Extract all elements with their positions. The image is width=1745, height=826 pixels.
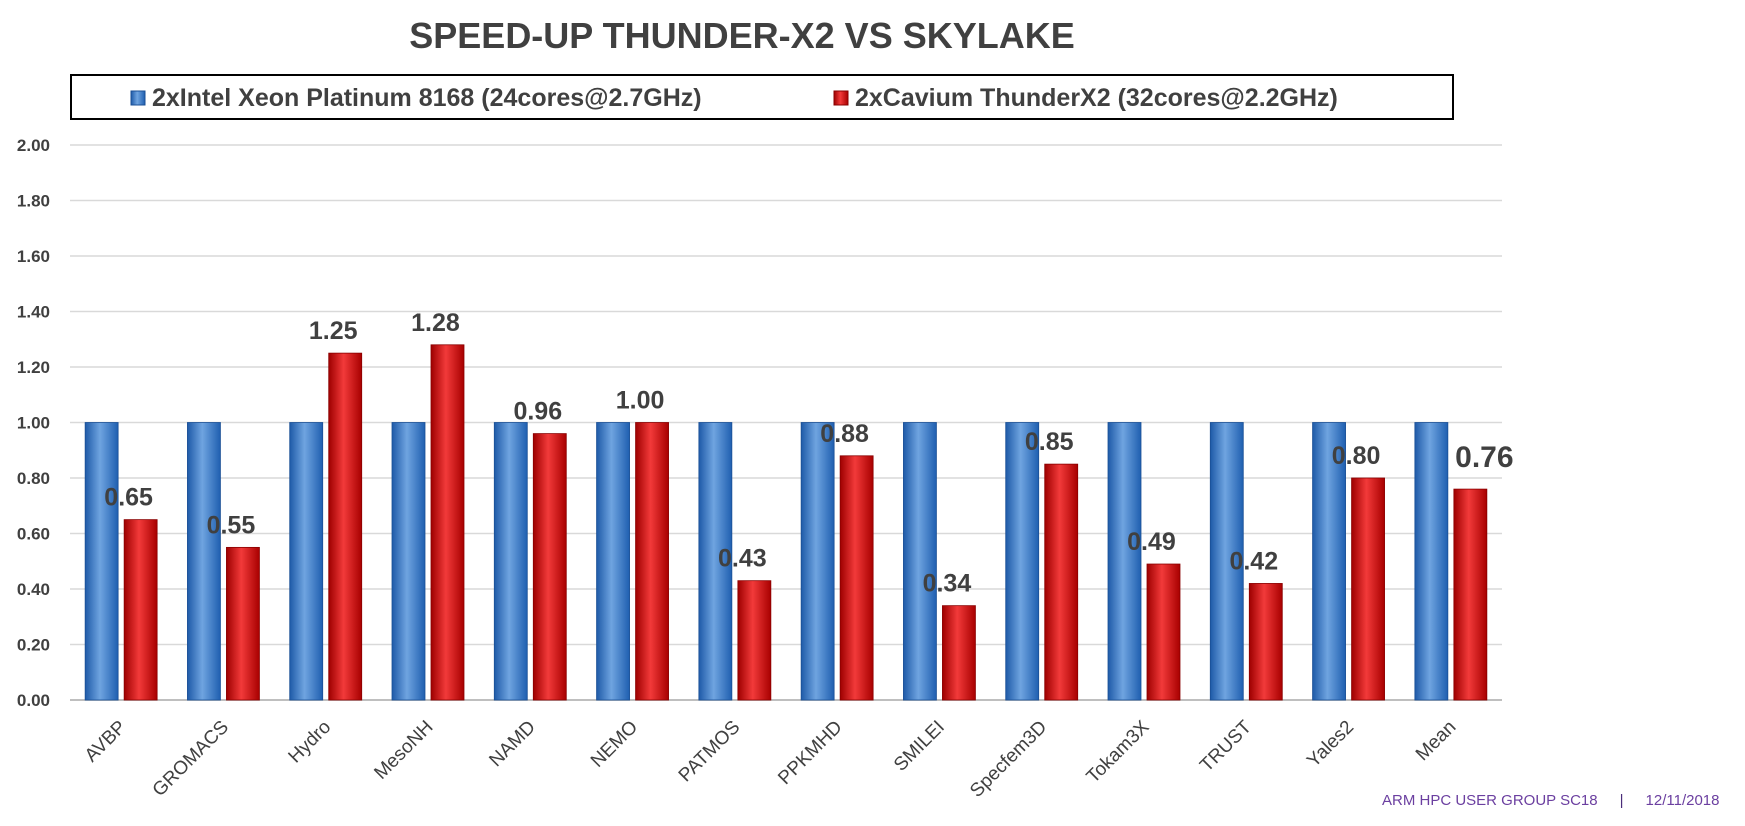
bar-cavium	[532, 433, 567, 701]
bar-cavium	[226, 546, 260, 701]
bar-cavium	[942, 605, 976, 701]
x-tick-label: Hydro	[285, 717, 336, 768]
x-tick-label: Yales2	[1303, 717, 1358, 772]
x-tick-label: PPKMHD	[774, 717, 846, 789]
bar-cavium	[1044, 463, 1079, 701]
footer-date: 12/11/2018	[1645, 792, 1720, 809]
bar-intel	[391, 422, 426, 701]
bar-cavium	[430, 344, 465, 701]
bar-cavium	[1351, 477, 1385, 701]
x-tick-label: AVBP	[81, 717, 131, 767]
bar-cavium	[328, 352, 363, 701]
data-label: 1.00	[616, 387, 665, 415]
data-label: 0.96	[513, 398, 562, 426]
bar-cavium	[123, 519, 158, 701]
data-label: 1.25	[309, 317, 358, 345]
data-label: 0.49	[1127, 528, 1176, 556]
x-tick-label: MesoNH	[370, 717, 437, 784]
bar-intel	[1005, 422, 1040, 701]
bar-intel	[1209, 422, 1244, 701]
x-tick-label: SMILEI	[890, 717, 949, 776]
bar-intel	[289, 422, 324, 701]
x-tick-label: TRUST	[1196, 716, 1256, 776]
bar-cavium	[1248, 583, 1283, 701]
x-tick-label: Specfem3D	[966, 717, 1051, 802]
bars	[84, 344, 1488, 701]
bar-intel	[800, 422, 835, 701]
footer-event: ARM HPC USER GROUP SC18	[1382, 792, 1598, 809]
bar-intel	[1107, 422, 1142, 701]
footer: ARM HPC USER GROUP SC18 | 12/11/2018	[1382, 792, 1719, 809]
bar-intel	[493, 422, 528, 701]
y-tick-label: 1.80	[17, 192, 50, 211]
bar-intel	[1414, 422, 1449, 701]
y-tick-label: 0.80	[17, 469, 50, 488]
data-label: 0.88	[820, 420, 869, 448]
legend-box	[70, 74, 1454, 120]
bar-cavium	[737, 580, 772, 701]
bar-cavium	[635, 422, 669, 701]
bar-intel	[84, 422, 119, 701]
legend-swatch-cavium	[833, 90, 849, 106]
data-label: 0.76	[1455, 441, 1513, 474]
y-tick-label: 0.20	[17, 636, 50, 655]
legend-label-intel: 2xIntel Xeon Platinum 8168 (24cores@2.7G…	[152, 84, 702, 112]
x-tick-label: Tokam3X	[1083, 716, 1154, 787]
y-tick-label: 2.00	[17, 136, 50, 155]
y-gridlines	[70, 144, 1502, 701]
y-tick-label: 1.40	[17, 303, 50, 322]
x-axis-ticks: AVBP GROMACS Hydro MesoNH NAMD NEMO PATMOS PPKM…	[81, 716, 1460, 801]
bar-intel	[596, 422, 630, 701]
x-tick-label: GROMACS	[149, 717, 233, 801]
y-tick-label: 0.60	[17, 525, 50, 544]
legend: 2xIntel Xeon Platinum 8168 (24cores@2.7G…	[70, 74, 1454, 120]
y-axis-ticks: 0.00 0.20 0.40 0.60 0.80 1.00 1.20 1.40 1.60 1.80…	[17, 136, 50, 710]
bar-cavium	[1146, 563, 1181, 701]
data-label: 0.42	[1229, 547, 1278, 575]
x-tick-label: NAMD	[485, 717, 539, 771]
data-label: 0.43	[718, 545, 767, 573]
chart-title: SPEED-UP THUNDER-X2 VS SKYLAKE	[409, 15, 1074, 56]
x-tick-label: Mean	[1412, 717, 1460, 765]
legend-label-cavium: 2xCavium ThunderX2 (32cores@2.2GHz)	[855, 84, 1338, 112]
y-tick-label: 0.40	[17, 580, 50, 599]
data-label: 0.85	[1025, 428, 1074, 456]
data-labels: 0.65 0.55 1.25 1.28 0.96 1.00 0.43 0.88 0.34 0.85…	[104, 309, 1513, 598]
bar-intel	[1312, 422, 1346, 701]
y-tick-label: 1.60	[17, 247, 50, 266]
y-tick-label: 0.00	[17, 691, 50, 710]
data-label: 0.65	[104, 484, 153, 512]
y-tick-label: 1.20	[17, 358, 50, 377]
bar-cavium	[1453, 488, 1488, 701]
x-tick-label: NEMO	[587, 717, 642, 772]
bar-cavium	[839, 455, 874, 701]
legend-swatch-intel	[130, 90, 146, 106]
footer-separator: |	[1619, 792, 1624, 809]
y-tick-label: 1.00	[17, 414, 50, 433]
bar-intel	[698, 422, 733, 701]
bar-intel	[903, 422, 937, 701]
data-label: 0.55	[207, 511, 256, 539]
data-label: 0.80	[1332, 442, 1381, 470]
data-label: 1.28	[411, 309, 460, 337]
x-tick-label: PATMOS	[675, 717, 745, 787]
data-label: 0.34	[923, 570, 972, 598]
bar-intel	[187, 422, 221, 701]
